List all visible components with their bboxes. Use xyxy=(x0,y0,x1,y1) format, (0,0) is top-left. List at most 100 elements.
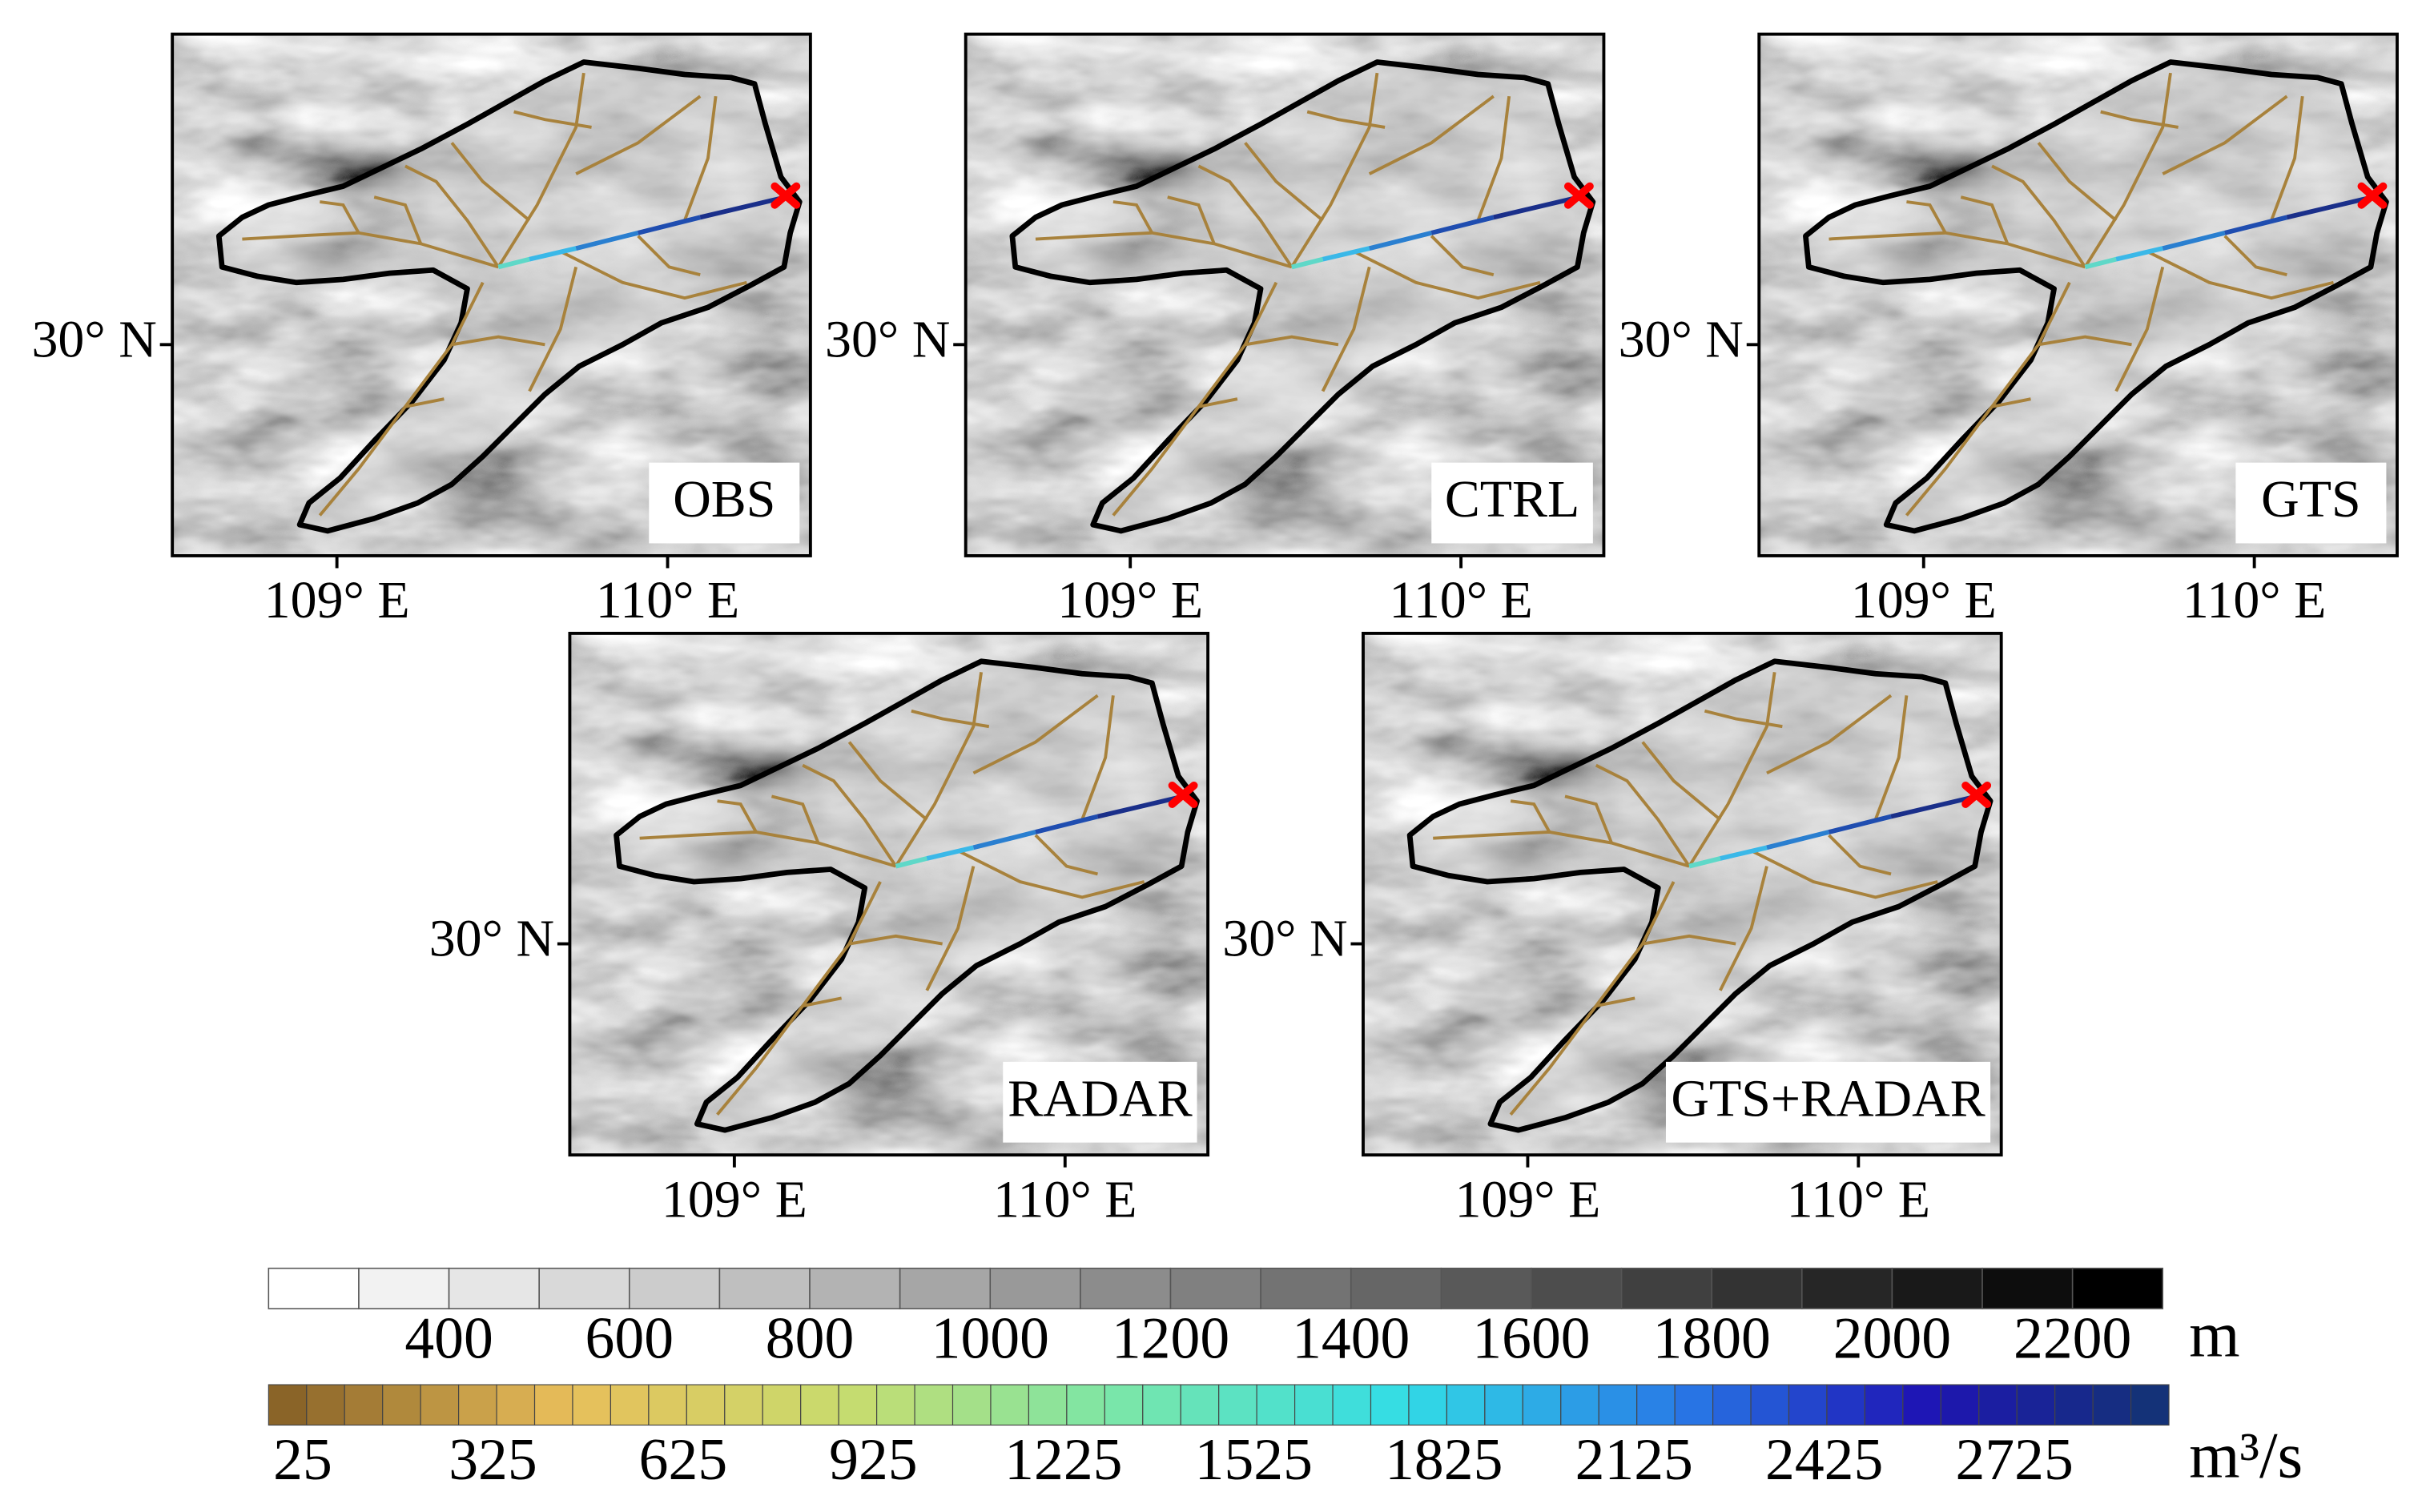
main-river xyxy=(895,856,927,869)
main-river xyxy=(1688,856,1721,869)
tributary xyxy=(1290,72,1379,268)
panel-label: RADAR xyxy=(1008,1069,1193,1128)
tributary xyxy=(802,763,898,867)
tributary xyxy=(575,94,702,175)
main-river xyxy=(1828,814,1892,834)
tributary xyxy=(559,250,747,300)
main-river xyxy=(1369,230,1432,251)
tributary xyxy=(1321,266,1371,392)
tributary xyxy=(802,996,843,1007)
discharge-swatch xyxy=(1066,1384,1105,1426)
discharge-swatch xyxy=(458,1384,497,1426)
tributary xyxy=(404,397,445,408)
frame xyxy=(1757,32,2399,557)
discharge-swatch xyxy=(420,1384,460,1426)
lon-label: 110° E xyxy=(1389,571,1532,629)
main-river xyxy=(1493,195,1580,220)
basin xyxy=(1803,59,2389,534)
discharge-swatch xyxy=(762,1384,802,1426)
lon-label: 110° E xyxy=(596,571,739,629)
discharge-swatch xyxy=(268,1384,308,1426)
outlet-marker xyxy=(1168,781,1198,808)
discharge-swatch xyxy=(2130,1384,2170,1426)
elevation-swatch xyxy=(1981,1267,2074,1309)
colorbar-tick-label: 2425 xyxy=(1765,1426,1883,1492)
tributary xyxy=(1828,834,1892,876)
main-river xyxy=(1720,845,1768,861)
colorbar-tick-label: 2725 xyxy=(1955,1426,2073,1492)
colorbar-tick-label: 600 xyxy=(585,1305,674,1371)
colorbar-tick-label: 2200 xyxy=(2014,1305,2131,1371)
tributary xyxy=(894,672,984,867)
discharge-swatch xyxy=(1788,1384,1828,1426)
basin xyxy=(614,658,1200,1133)
tributary xyxy=(957,849,1145,899)
discharge-swatch xyxy=(2054,1384,2094,1426)
elevation-swatch xyxy=(809,1267,901,1309)
panel-label: OBS xyxy=(673,470,775,529)
discharge-swatch xyxy=(1978,1384,2018,1426)
elevation-swatch xyxy=(1440,1267,1532,1309)
discharge-swatch xyxy=(1940,1384,1980,1426)
tributary xyxy=(2270,95,2304,221)
label-box xyxy=(1431,462,1593,544)
tributary xyxy=(1430,235,1495,276)
tributary xyxy=(2114,266,2165,392)
tributary xyxy=(1595,763,1691,867)
tributary xyxy=(1719,866,1768,991)
tributary xyxy=(1476,95,1511,221)
basin xyxy=(1406,658,1994,1133)
main-river xyxy=(699,195,787,220)
main-river xyxy=(972,830,1036,850)
tributary xyxy=(497,72,585,268)
tributary xyxy=(450,142,531,222)
map-panel: GTS 30° N 109° E 110° E xyxy=(1619,32,2399,629)
discharge-swatch xyxy=(1104,1384,1144,1426)
discharge-swatch xyxy=(952,1384,992,1426)
discharge-swatch xyxy=(1332,1384,1372,1426)
colorbar-unit: m³/s xyxy=(2189,1419,2303,1492)
tributary xyxy=(1353,250,1541,300)
discharge-swatch xyxy=(1256,1384,1296,1426)
frame xyxy=(964,32,1606,557)
elevation-swatch xyxy=(1350,1267,1442,1309)
lat-label: 30° N xyxy=(1619,310,1744,368)
discharge-swatch xyxy=(1750,1384,1790,1426)
elevation-swatch xyxy=(718,1267,811,1309)
tributary xyxy=(637,235,701,276)
tributary xyxy=(1906,200,1947,234)
lon-label: 110° E xyxy=(2183,571,2326,629)
colorbar-tick-label: 25 xyxy=(273,1426,332,1492)
tributary xyxy=(2146,250,2334,300)
tributary xyxy=(1564,794,1613,844)
discharge-swatch xyxy=(1522,1384,1562,1426)
tributary xyxy=(373,195,423,245)
main-river xyxy=(1766,830,1830,850)
tributary xyxy=(2223,235,2287,276)
main-river xyxy=(1096,794,1184,819)
colorbar-tick-label: 800 xyxy=(766,1305,854,1371)
colorbar-tick-label: 1000 xyxy=(931,1305,1049,1371)
label-box xyxy=(1665,1061,1991,1143)
outlet-marker xyxy=(1564,182,1594,209)
tributary xyxy=(2083,72,2172,268)
discharge-swatch xyxy=(1674,1384,1714,1426)
tributary xyxy=(528,266,578,392)
tributary xyxy=(849,934,943,946)
elevation-swatch xyxy=(538,1267,630,1309)
discharge-swatch xyxy=(686,1384,726,1426)
discharge-swatch xyxy=(1560,1384,1599,1426)
main-river xyxy=(1291,256,1324,270)
main-river xyxy=(497,256,530,270)
basin xyxy=(215,59,803,534)
colorbar-tick-label: 1825 xyxy=(1385,1426,1503,1492)
colorbar-tick-label: 1800 xyxy=(1653,1305,1771,1371)
main-river xyxy=(2162,230,2226,251)
tributary xyxy=(2100,110,2179,129)
discharge-swatch xyxy=(1218,1384,1257,1426)
main-river xyxy=(1430,215,1495,235)
colorbar-tick-label: 1225 xyxy=(1004,1426,1122,1492)
outlet-marker xyxy=(2357,182,2388,209)
colorbar-tick-label: 2000 xyxy=(1833,1305,1951,1371)
tributary xyxy=(911,709,990,729)
